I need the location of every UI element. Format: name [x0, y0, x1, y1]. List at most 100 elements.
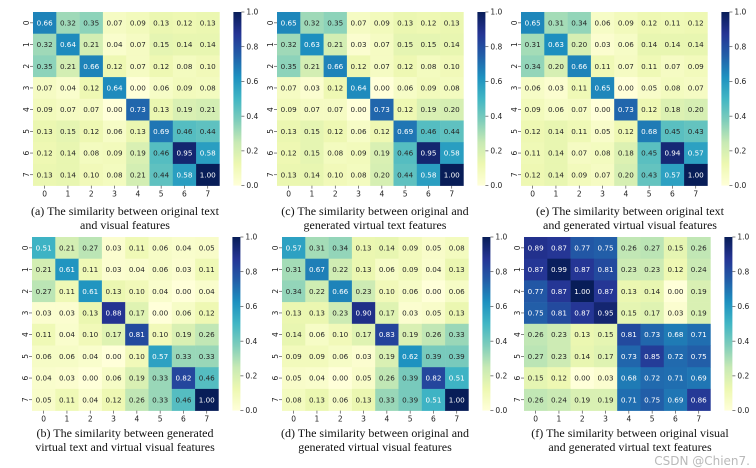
x-tick-label: 2: [580, 415, 585, 424]
cell-value-label: 0.06: [152, 243, 168, 252]
x-tick-label: 4: [384, 415, 389, 424]
heatmap-cell: [640, 323, 665, 346]
cell-value-label: 0.58: [420, 170, 436, 179]
heatmap-cell: [351, 258, 376, 281]
colorbar: [721, 12, 730, 186]
cell-value-label: 0.00: [425, 287, 441, 296]
cell-value-label: 0.04: [309, 374, 325, 383]
panel-caption-e: (e) The similarity between original text…: [505, 204, 755, 232]
heatmap-cell: [660, 98, 685, 121]
cell-value-label: 0.57: [664, 170, 680, 179]
cell-value-label: 0.19: [420, 105, 436, 114]
cell-value-label: 0.00: [351, 105, 367, 114]
x-tick-label: 5: [158, 415, 163, 424]
cell-value-label: 0.33: [449, 330, 465, 339]
colorbar-tick-label: 0.0: [495, 406, 507, 415]
cell-value-label: 0.03: [598, 374, 614, 383]
y-tick-label: 0: [513, 245, 522, 250]
heatmap-cell: [125, 280, 149, 303]
x-tick-label: 6: [181, 415, 186, 424]
y-tick-label: 6: [21, 375, 30, 380]
heatmap-cell: [323, 142, 348, 165]
cell-value-label: 0.66: [83, 62, 99, 71]
cell-value-label: 0.03: [667, 308, 683, 317]
heatmap-cell: [149, 55, 174, 78]
heatmap-cell: [640, 258, 665, 281]
cell-value-label: 0.07: [571, 149, 587, 158]
cell-value-label: 0.13: [356, 265, 372, 274]
cell-value-label: 0.95: [176, 149, 192, 158]
cell-value-label: 0.61: [82, 287, 98, 296]
x-tick-label: 3: [600, 190, 605, 199]
cell-value-label: 0.44: [397, 170, 413, 179]
heatmap-cell: [544, 120, 568, 143]
cell-value-label: 0.75: [528, 308, 544, 317]
heatmap-cell: [277, 98, 301, 121]
heatmap-cell: [570, 302, 595, 325]
y-tick-label: 2: [22, 64, 31, 69]
cell-value-label: 0.75: [691, 352, 707, 361]
y-tick-label: 7: [266, 172, 275, 177]
cell-value-label: 0.14: [664, 40, 680, 49]
y-tick-label: 6: [271, 375, 280, 380]
cell-value-label: 0.15: [528, 374, 544, 383]
y-tick-label: 6: [513, 375, 522, 380]
cell-value-label: 0.73: [644, 330, 660, 339]
cell-value-label: 0.90: [356, 308, 372, 317]
heatmap-cell: [125, 237, 149, 259]
heatmap-cell: [398, 323, 423, 346]
cell-value-label: 0.87: [551, 287, 567, 296]
heatmap-cell: [172, 55, 197, 78]
cell-value-label: 0.33: [199, 352, 215, 361]
heatmap-cell: [56, 77, 80, 100]
heatmap-cell: [590, 55, 615, 78]
heatmap-cell: [544, 77, 568, 100]
cell-value-label: 0.46: [397, 149, 413, 158]
heatmap-cell: [547, 345, 571, 368]
heatmap-cell: [33, 163, 57, 186]
y-tick-label: 2: [513, 289, 522, 294]
heatmap-cell: [570, 367, 595, 390]
heatmap-cell: [445, 388, 469, 411]
x-tick-label: 3: [361, 415, 366, 424]
cell-value-label: 0.68: [641, 127, 657, 136]
cell-value-label: 0.07: [130, 62, 146, 71]
cell-value-label: 0.09: [688, 62, 704, 71]
cell-value-label: 0.00: [106, 352, 122, 361]
y-tick-label: 7: [513, 397, 522, 402]
heatmap-cell: [300, 55, 324, 78]
colorbar-tick-label: 0.4: [490, 112, 502, 121]
heatmap-cell: [32, 345, 56, 368]
heatmap-cell: [614, 77, 638, 100]
heatmap-cell: [375, 302, 399, 325]
heatmap-cell: [590, 12, 615, 34]
heatmap-cell: [195, 237, 219, 259]
cell-value-label: 0.05: [286, 374, 302, 383]
cell-value-label: 0.14: [548, 127, 564, 136]
x-tick-label: 4: [623, 190, 628, 199]
cell-value-label: 0.26: [528, 330, 544, 339]
cell-value-label: 0.33: [152, 395, 168, 404]
cell-value-label: 0.26: [621, 243, 637, 252]
colorbar-tick-label: 0.8: [245, 267, 257, 276]
cell-value-label: 0.04: [175, 243, 191, 252]
heatmap-cell: [149, 33, 174, 56]
heatmap-cell: [524, 388, 548, 411]
cell-value-label: 0.13: [281, 170, 297, 179]
y-tick-label: 4: [21, 332, 30, 337]
heatmap-cell: [102, 142, 127, 165]
caption-line: (e) The similarity between original text: [535, 204, 725, 218]
cell-value-label: 0.03: [595, 40, 611, 49]
y-tick-label: 4: [271, 332, 280, 337]
cell-value-label: 0.11: [571, 127, 587, 136]
colorbar-tick-label: 0.6: [246, 77, 258, 86]
heatmap-cell: [277, 33, 301, 56]
heatmap-cell: [125, 367, 149, 390]
heatmap-cell: [195, 302, 219, 325]
colorbar-tick-label: 1.0: [734, 8, 746, 17]
heatmap-cell: [593, 388, 618, 411]
colorbar-tick-label: 1.0: [246, 8, 258, 17]
x-tick-label: 4: [379, 190, 384, 199]
heatmap-cell: [328, 345, 353, 368]
y-tick-label: 2: [21, 289, 30, 294]
